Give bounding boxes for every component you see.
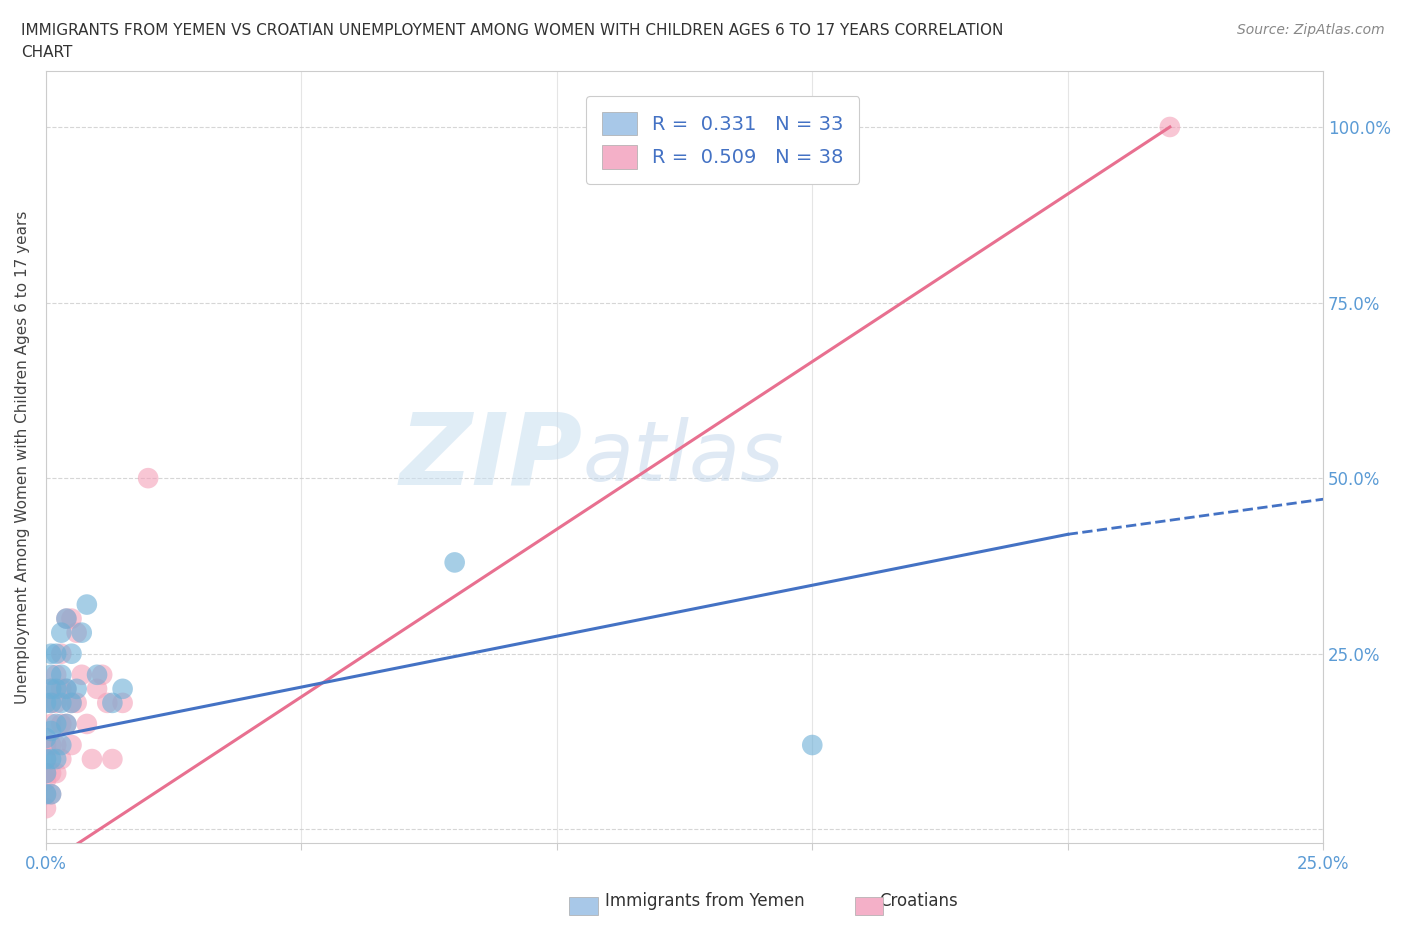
Point bbox=[45, 646, 67, 661]
Point bbox=[136, 471, 159, 485]
Point bbox=[39, 765, 62, 780]
Point bbox=[45, 668, 67, 683]
Point bbox=[1159, 120, 1181, 135]
Point bbox=[35, 696, 58, 711]
Point bbox=[60, 646, 83, 661]
Point bbox=[35, 765, 58, 780]
Point bbox=[39, 646, 62, 661]
Point bbox=[39, 668, 62, 683]
Point bbox=[76, 716, 98, 731]
Point bbox=[45, 765, 67, 780]
Point bbox=[55, 611, 77, 626]
Point bbox=[39, 696, 62, 711]
Point bbox=[65, 625, 87, 640]
Point bbox=[35, 751, 58, 766]
Point bbox=[35, 773, 58, 788]
Point bbox=[51, 682, 73, 697]
Point bbox=[55, 716, 77, 731]
Point bbox=[80, 751, 103, 766]
Point bbox=[111, 682, 134, 697]
Point bbox=[51, 625, 73, 640]
Point bbox=[51, 716, 73, 731]
Point bbox=[51, 668, 73, 683]
Point bbox=[51, 646, 73, 661]
Point bbox=[60, 737, 83, 752]
Text: CHART: CHART bbox=[21, 45, 73, 60]
Text: Croatians: Croatians bbox=[879, 892, 957, 910]
Point bbox=[65, 682, 87, 697]
Point bbox=[70, 625, 93, 640]
Point bbox=[55, 682, 77, 697]
Point bbox=[65, 696, 87, 711]
Point bbox=[51, 751, 73, 766]
Y-axis label: Unemployment Among Women with Children Ages 6 to 17 years: Unemployment Among Women with Children A… bbox=[15, 210, 30, 704]
Point bbox=[86, 668, 108, 683]
Point bbox=[70, 668, 93, 683]
Point bbox=[39, 787, 62, 802]
Point bbox=[39, 724, 62, 738]
Point bbox=[39, 696, 62, 711]
Point bbox=[39, 682, 62, 697]
Point bbox=[55, 611, 77, 626]
Point bbox=[60, 696, 83, 711]
Point bbox=[45, 682, 67, 697]
Legend: R =  0.331   N = 33, R =  0.509   N = 38: R = 0.331 N = 33, R = 0.509 N = 38 bbox=[586, 96, 859, 184]
Point bbox=[51, 737, 73, 752]
Point bbox=[35, 765, 58, 780]
Point bbox=[35, 787, 58, 802]
Point bbox=[39, 787, 62, 802]
Point bbox=[101, 751, 124, 766]
Point bbox=[39, 716, 62, 731]
Text: Immigrants from Yemen: Immigrants from Yemen bbox=[605, 892, 804, 910]
Text: atlas: atlas bbox=[582, 417, 785, 498]
Point bbox=[39, 682, 62, 697]
Point bbox=[39, 737, 62, 752]
Point bbox=[51, 696, 73, 711]
Point bbox=[60, 696, 83, 711]
Point bbox=[91, 668, 114, 683]
Point bbox=[45, 716, 67, 731]
Point bbox=[45, 696, 67, 711]
Point bbox=[443, 555, 465, 570]
Point bbox=[55, 716, 77, 731]
Point bbox=[96, 696, 118, 711]
Point bbox=[801, 737, 824, 752]
Text: ZIP: ZIP bbox=[399, 408, 582, 506]
Text: IMMIGRANTS FROM YEMEN VS CROATIAN UNEMPLOYMENT AMONG WOMEN WITH CHILDREN AGES 6 : IMMIGRANTS FROM YEMEN VS CROATIAN UNEMPL… bbox=[21, 23, 1004, 38]
Point bbox=[101, 696, 124, 711]
Point bbox=[55, 682, 77, 697]
Point bbox=[35, 751, 58, 766]
Point bbox=[45, 737, 67, 752]
Point bbox=[45, 751, 67, 766]
Text: Source: ZipAtlas.com: Source: ZipAtlas.com bbox=[1237, 23, 1385, 37]
Point bbox=[35, 737, 58, 752]
Point bbox=[39, 751, 62, 766]
Point bbox=[86, 682, 108, 697]
Point bbox=[35, 787, 58, 802]
Point bbox=[60, 611, 83, 626]
Point bbox=[35, 731, 58, 746]
Point bbox=[111, 696, 134, 711]
Point bbox=[35, 801, 58, 816]
Point bbox=[76, 597, 98, 612]
